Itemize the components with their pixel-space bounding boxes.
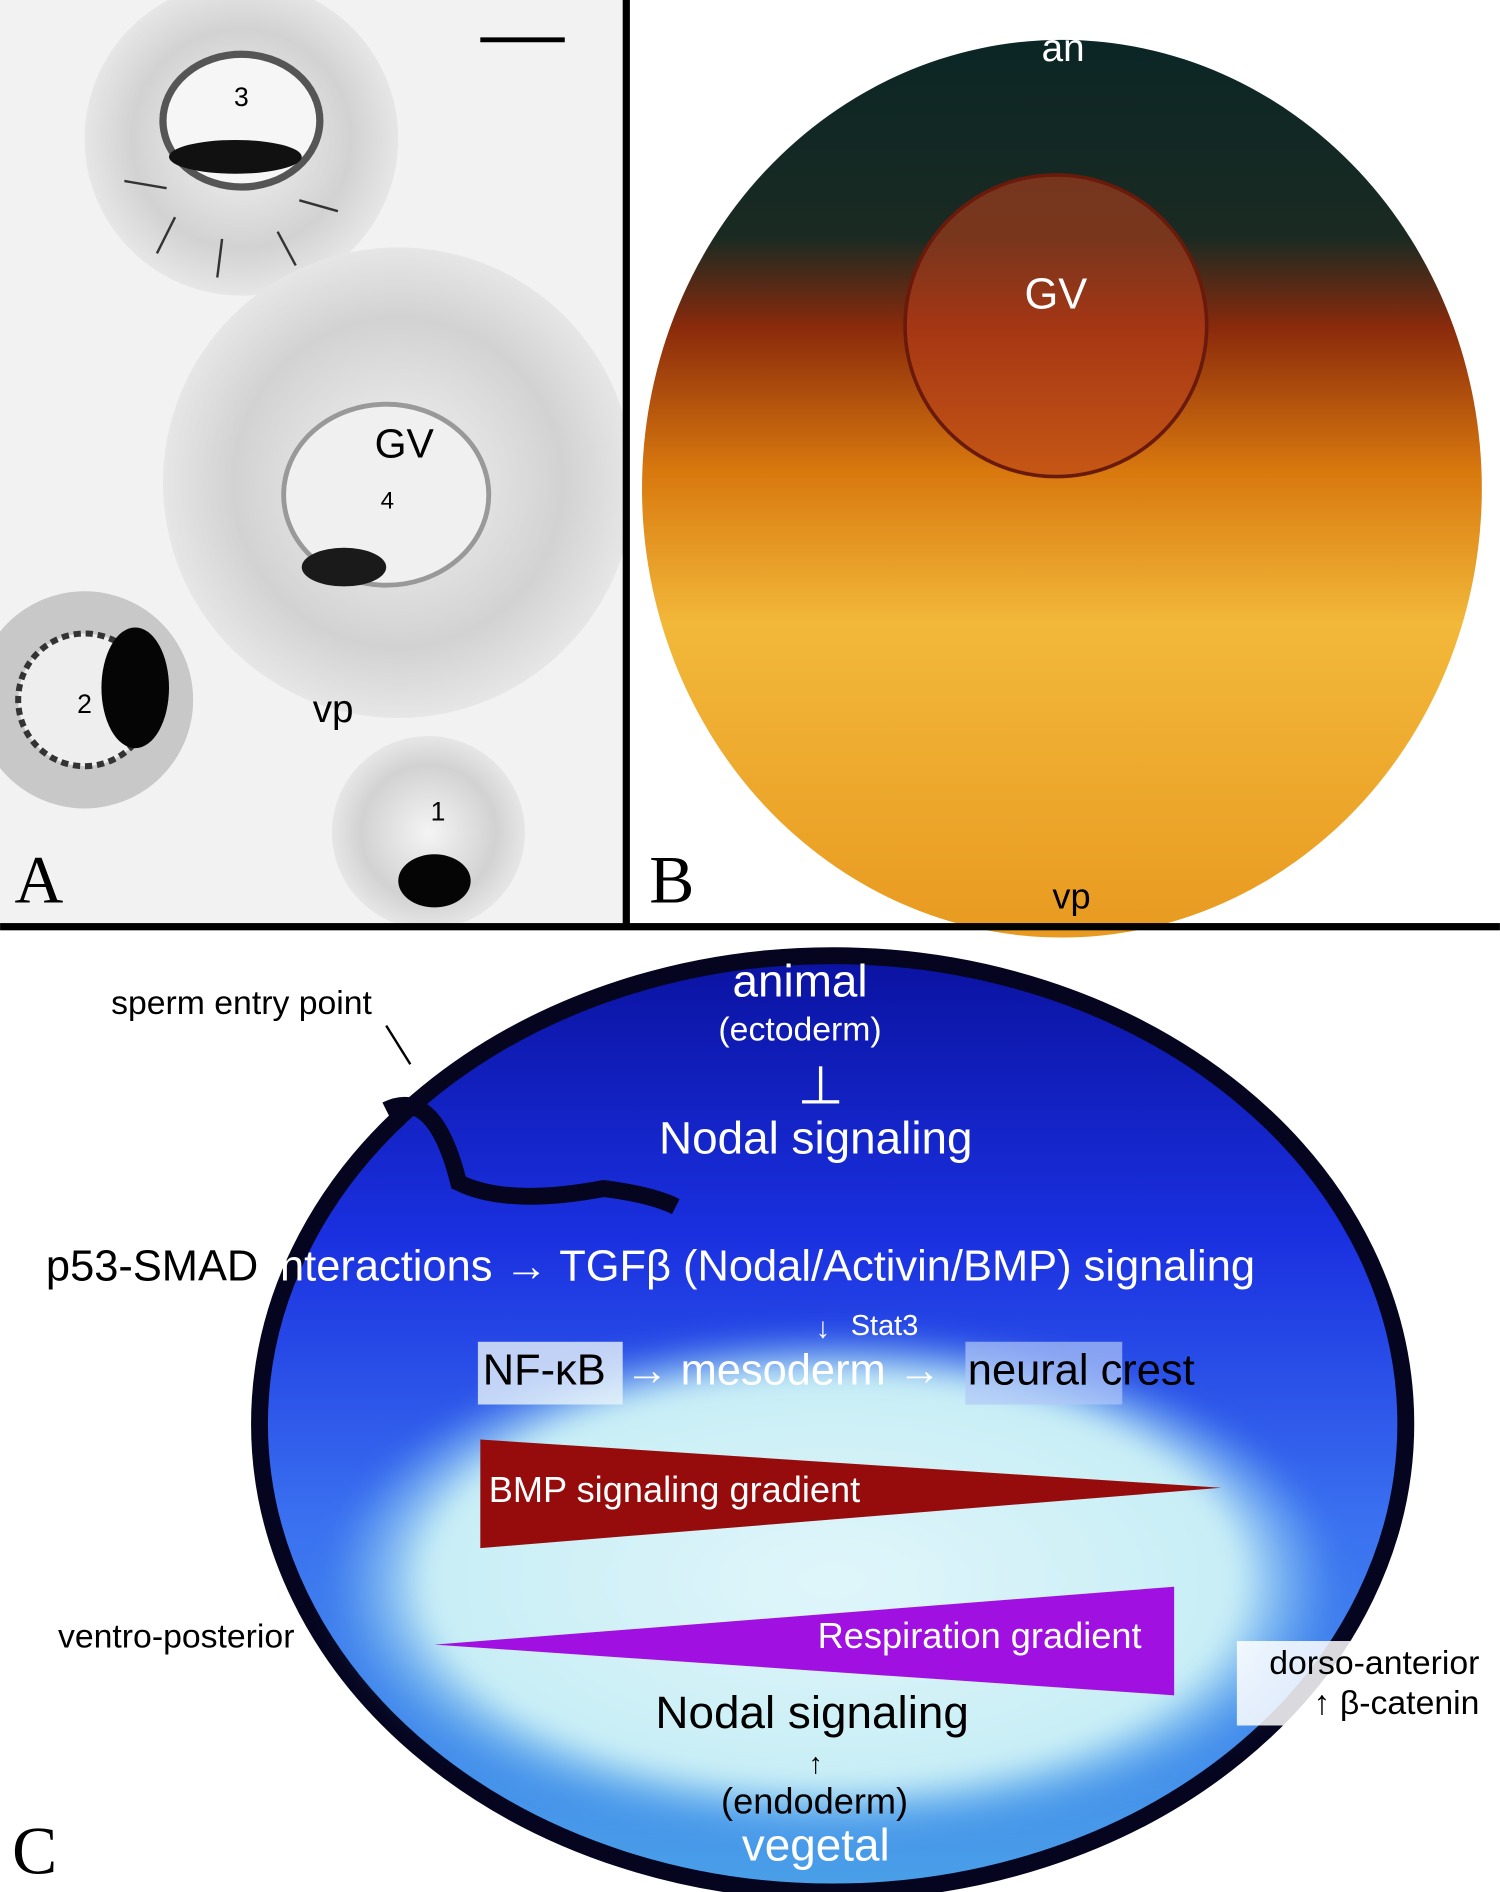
annotation: ⊥ bbox=[797, 1057, 843, 1116]
annotation: interactions → TGFβ (Nodal/Activin/BMP) … bbox=[270, 1243, 1255, 1291]
annotation: vegetal bbox=[742, 1819, 890, 1871]
annotation: animal bbox=[733, 955, 868, 1007]
bmp-gradient bbox=[480, 1439, 1222, 1549]
annotation: neural crest bbox=[968, 1347, 1195, 1395]
label: GV bbox=[375, 420, 435, 466]
annotation: → mesoderm → bbox=[625, 1347, 941, 1395]
annotation: ventro-posterior bbox=[58, 1618, 294, 1656]
label: an bbox=[1042, 27, 1085, 70]
label: vp bbox=[313, 688, 354, 731]
annotation: ↓ bbox=[816, 1312, 830, 1344]
annotation: (ectoderm) bbox=[718, 1011, 881, 1049]
gv bbox=[281, 401, 492, 588]
annotation: Nodal signaling bbox=[655, 1686, 968, 1738]
divider bbox=[622, 0, 630, 927]
annotation: Respiration gradient bbox=[818, 1615, 1142, 1656]
label: GV bbox=[1025, 270, 1088, 318]
highlight bbox=[965, 1341, 1123, 1405]
divider bbox=[0, 923, 1500, 931]
annotation: (endoderm) bbox=[721, 1780, 908, 1821]
highlight bbox=[477, 1341, 623, 1405]
annotation: p53-SMAD interactions → TGFβ (Nodal/Acti… bbox=[46, 1243, 1255, 1291]
annotation: dorso-anterior bbox=[1269, 1644, 1479, 1682]
pigment bbox=[169, 139, 302, 174]
label: 2 bbox=[77, 689, 92, 719]
annotation: ↑ bbox=[809, 1748, 823, 1780]
pigment bbox=[398, 854, 471, 908]
annotation: ↑ β-catenin bbox=[1314, 1684, 1480, 1722]
label: 4 bbox=[381, 487, 394, 514]
arrows bbox=[124, 179, 339, 278]
annotation: p53-SMAD bbox=[46, 1243, 258, 1291]
egg bbox=[331, 736, 525, 930]
label: 3 bbox=[234, 82, 249, 112]
panel-label: B bbox=[649, 842, 694, 917]
annotation: BMP signaling gradient bbox=[489, 1469, 861, 1510]
annotation: sperm entry point bbox=[111, 984, 372, 1022]
gv bbox=[903, 173, 1209, 479]
arrow bbox=[385, 1024, 412, 1065]
respiration-gradient bbox=[434, 1586, 1175, 1696]
pigment bbox=[101, 627, 170, 749]
annotation: Nodal signaling bbox=[659, 1112, 972, 1164]
label: 1 bbox=[431, 796, 446, 826]
panel-label: C bbox=[12, 1814, 57, 1889]
annotation: NF-κB bbox=[483, 1347, 606, 1395]
panel-label: A bbox=[15, 842, 64, 917]
pigment bbox=[301, 547, 387, 587]
annotation: Stat3 bbox=[851, 1310, 919, 1342]
highlight bbox=[1236, 1641, 1491, 1726]
egg bbox=[642, 39, 1482, 938]
blastopore-mark bbox=[382, 1096, 680, 1215]
label: vp bbox=[1052, 876, 1090, 917]
